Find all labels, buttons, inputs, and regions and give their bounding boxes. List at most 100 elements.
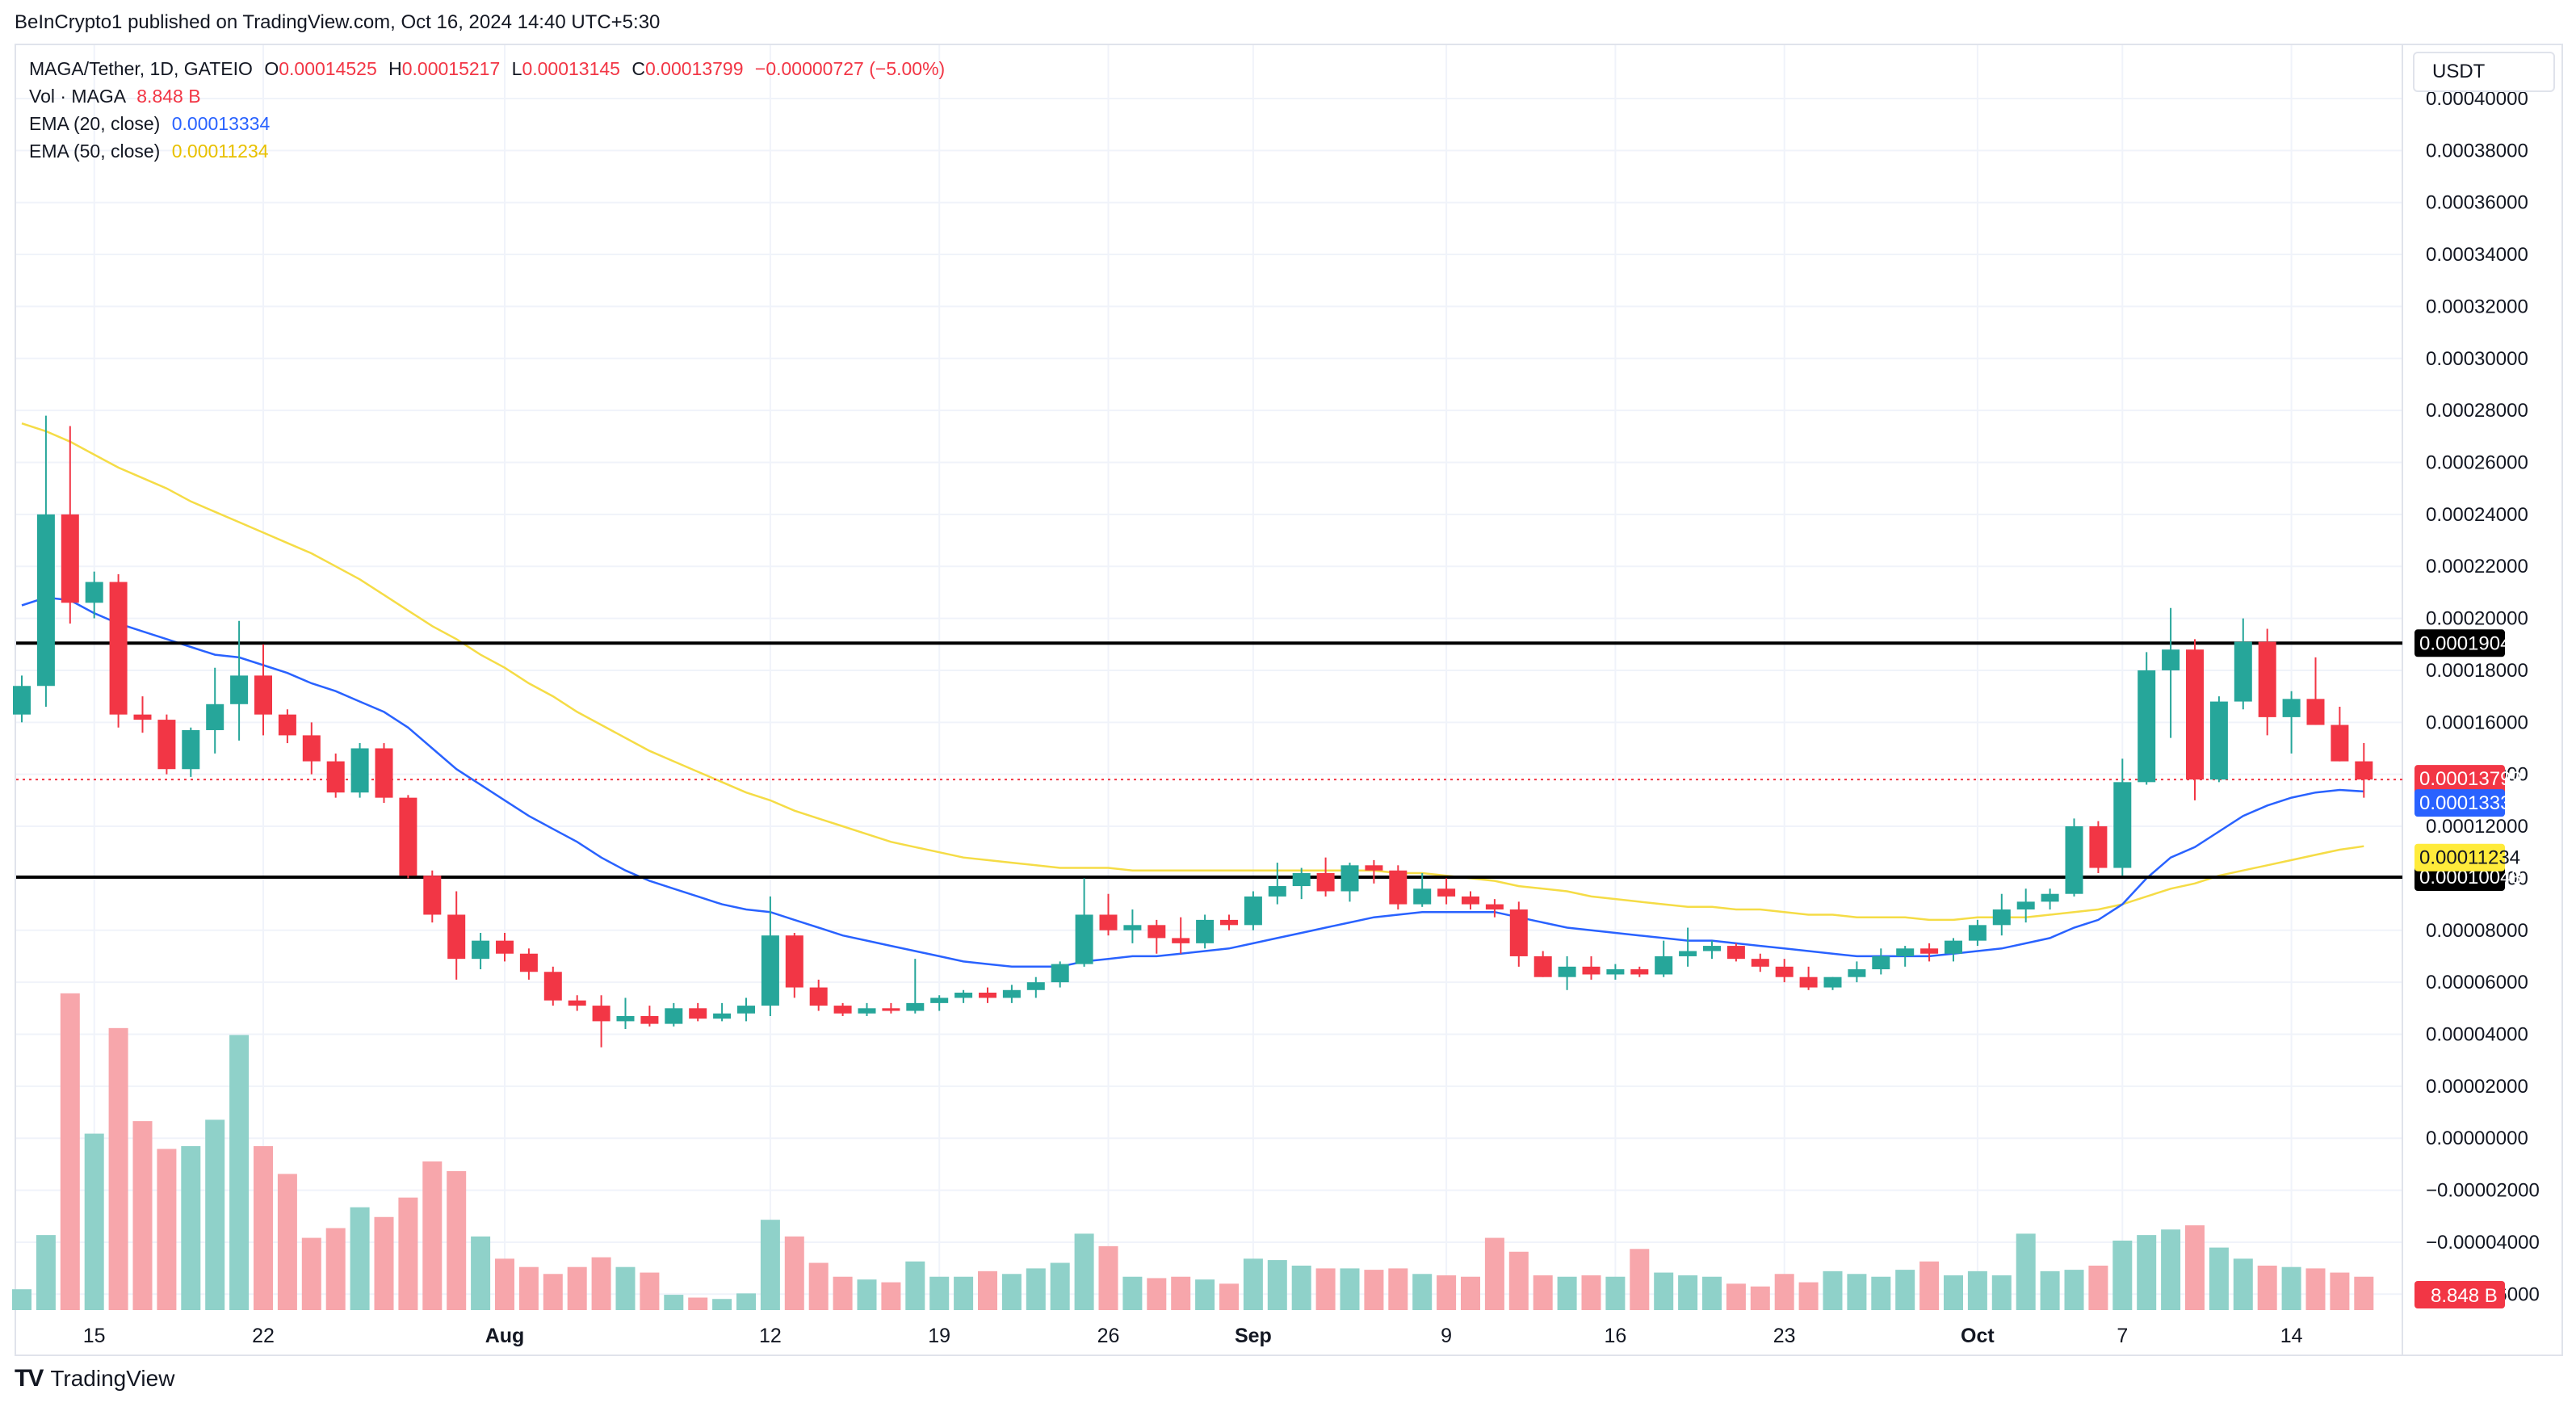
volume-bar — [978, 1270, 997, 1310]
volume-bar — [591, 1257, 611, 1310]
legend-high-label: H — [388, 58, 402, 79]
candle-body — [1582, 966, 1601, 975]
volume-bar — [301, 1237, 321, 1310]
candle-body — [447, 914, 466, 960]
volume-bar — [833, 1276, 853, 1310]
x-axis-tick-label: 7 — [2117, 1325, 2128, 1347]
candle-body — [2234, 641, 2252, 702]
legend-ema50-label[interactable]: EMA (50, close) — [29, 141, 161, 162]
y-axis-tick-label: −0.00002000 — [2426, 1180, 2540, 1202]
ema50-price-label-box — [2414, 843, 2505, 872]
candle-body — [1775, 966, 1794, 977]
legend-symbol[interactable]: MAGA/Tether, 1D, GATEIO — [29, 58, 253, 79]
y-axis-tick-label: 0.00018000 — [2426, 660, 2528, 682]
legend-ema50-row: EMA (50, close) 0.00011234 — [29, 137, 945, 165]
volume-bar — [2305, 1268, 2326, 1310]
volume-bar — [615, 1266, 636, 1310]
candle-body — [809, 987, 828, 1006]
volume-bar — [1750, 1286, 1770, 1310]
candle-body — [1268, 886, 1286, 897]
y-axis-tick-label: 0.00038000 — [2426, 140, 2528, 162]
volume-bar — [1074, 1233, 1094, 1310]
volume-bar — [1437, 1275, 1457, 1310]
candle-body — [1606, 969, 1625, 975]
candle-body — [1002, 989, 1021, 998]
level-price-label: 0.00019046 — [2419, 632, 2522, 654]
legend-ema20-label[interactable]: EMA (20, close) — [29, 113, 161, 134]
volume-bar — [664, 1295, 684, 1310]
y-axis-tick-label: 0.00028000 — [2426, 400, 2528, 422]
volume-bar — [2040, 1270, 2060, 1310]
candle-body — [1848, 969, 1866, 977]
brand-name: TradingView — [50, 1366, 175, 1391]
candle-body — [1244, 896, 1262, 926]
tradingview-brand[interactable]: TV TradingView — [15, 1365, 174, 1392]
candle-body — [1075, 914, 1093, 964]
candle-body — [133, 714, 152, 720]
volume-bar — [1774, 1274, 1794, 1310]
volume-bar — [954, 1276, 974, 1310]
candle-body — [254, 675, 272, 715]
candle-body — [496, 940, 514, 954]
volume-bar — [1219, 1283, 1239, 1310]
ema50-price-label: 0.00011234 — [2419, 847, 2520, 869]
legend-open-label: O — [264, 58, 279, 79]
chart-legend: MAGA/Tether, 1D, GATEIO O0.00014525 H0.0… — [29, 55, 945, 165]
candle-body — [1099, 914, 1118, 930]
volume-bar — [1050, 1262, 1070, 1310]
volume-bar — [277, 1174, 297, 1310]
y-axis-tick-label: 0.00012000 — [2426, 816, 2528, 838]
volume-bar — [1533, 1275, 1553, 1310]
volume-bar — [2209, 1247, 2229, 1310]
candle-body — [1703, 946, 1721, 951]
volume-bar — [1340, 1268, 1360, 1310]
candle-body — [519, 953, 538, 972]
volume-bar — [1388, 1268, 1408, 1310]
legend-low-value: 0.00013145 — [522, 58, 620, 79]
candle-body — [109, 582, 128, 715]
legend-high-value: 0.00015217 — [401, 58, 501, 79]
level-price-label-box — [2414, 629, 2505, 657]
volume-bar — [254, 1146, 273, 1310]
y-axis-tick-label: 0.00002000 — [2426, 1076, 2528, 1098]
x-axis-tick-label: 19 — [928, 1325, 950, 1347]
currency-selector[interactable]: USDT — [2413, 52, 2555, 92]
candle-body — [882, 1008, 900, 1011]
volume-bar — [1171, 1276, 1191, 1310]
candle-body — [1316, 872, 1335, 892]
volume-bar — [495, 1258, 514, 1310]
volume-bar — [688, 1297, 708, 1310]
volume-bar — [712, 1299, 732, 1310]
candle-body — [1533, 956, 1552, 977]
candle-body — [2113, 782, 2132, 868]
candle-body — [1462, 896, 1479, 905]
volume-bar — [2137, 1235, 2157, 1310]
volume-bar — [1919, 1261, 1940, 1310]
volume-bar — [12, 1289, 31, 1310]
volume-bar — [60, 993, 80, 1310]
legend-close-label: C — [631, 58, 645, 79]
y-axis-tick-label: 0.00036000 — [2426, 192, 2528, 214]
volume-bar — [1895, 1270, 1915, 1310]
candle-body — [833, 1006, 852, 1014]
volume-bar — [1557, 1276, 1577, 1310]
legend-volume-label[interactable]: Vol · MAGA — [29, 86, 125, 107]
candle-body — [157, 720, 176, 770]
legend-ema20-row: EMA (20, close) 0.00013334 — [29, 110, 945, 137]
volume-bar — [1967, 1270, 1987, 1310]
volume-bar — [350, 1207, 370, 1310]
candle-body — [278, 714, 296, 736]
candle-body — [713, 1013, 732, 1019]
candle-body — [1437, 888, 1456, 897]
tradingview-logo-icon: TV — [15, 1365, 44, 1392]
candle-body — [206, 704, 224, 730]
candle-body — [954, 993, 973, 998]
legend-low-label: L — [511, 58, 522, 79]
candle-body — [13, 686, 31, 715]
candle-body — [2089, 826, 2108, 868]
ema50-line — [21, 422, 2364, 922]
volume-bar — [447, 1171, 467, 1310]
x-axis-tick-label: 22 — [252, 1325, 275, 1347]
volume-bar — [1605, 1276, 1626, 1310]
